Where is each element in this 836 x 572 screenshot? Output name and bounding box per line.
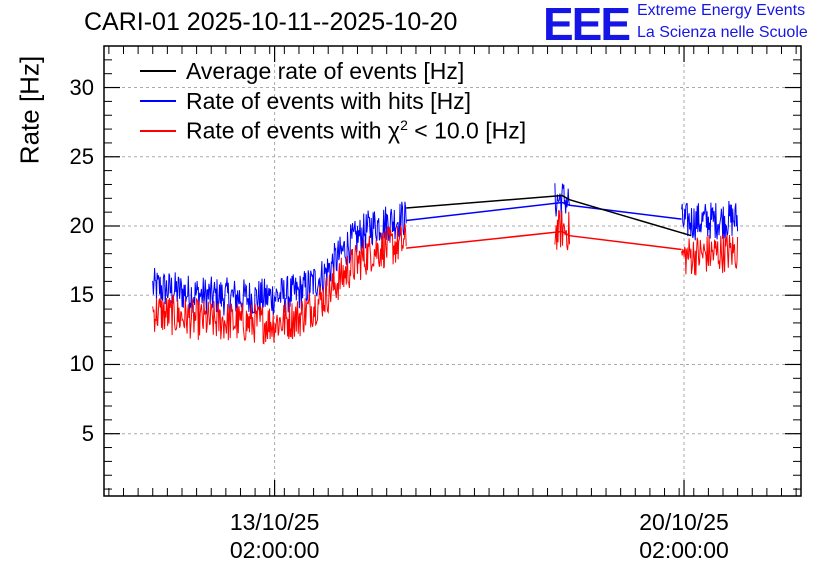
logo-line-2: La Scienza nelle Scuole: [637, 24, 808, 41]
series-0-segment-2: [681, 200, 739, 241]
series-1-segment-0: [152, 223, 407, 345]
legend-chi2-prefix: Rate of events with: [186, 117, 388, 144]
legend-swatch-hits: [140, 100, 176, 102]
x-tick-label: 13/10/25 02:00:00: [230, 508, 320, 564]
legend-entry-chi2: Rate of events with χ2 < 10.0 [Hz]: [140, 116, 526, 146]
legend-chi2-suffix: < 10.0 [Hz]: [407, 117, 527, 144]
series-1-segment-2: [681, 234, 739, 276]
legend-label-chi2: Rate of events with χ2 < 10.0 [Hz]: [186, 117, 526, 145]
x-tick-date: 13/10/25: [229, 509, 320, 535]
legend-label-average: Average rate of events [Hz]: [186, 57, 465, 84]
x-tick-time: 02:00:00: [639, 537, 729, 563]
y-tick-label: 25: [69, 143, 94, 169]
legend-swatch-average: [140, 70, 176, 72]
legend-chi2-symbol: χ: [388, 117, 401, 144]
series-layer: [152, 183, 739, 345]
x-tick-time: 02:00:00: [229, 537, 320, 563]
legend: Average rate of events [Hz] Rate of even…: [140, 56, 526, 146]
axis-ticks: [104, 45, 801, 496]
x-tick-date: 20/10/25: [639, 509, 729, 535]
series-0-segment-0: [152, 201, 407, 318]
eee-logo: EEE: [543, 0, 631, 50]
legend-entry-hits: Rate of events with hits [Hz]: [140, 86, 526, 116]
y-tick-label: 5: [81, 420, 94, 446]
y-axis-label: Rate [Hz]: [14, 55, 45, 165]
legend-chi2-sup: 2: [400, 117, 408, 134]
logo-line-1: Extreme Energy Events: [637, 2, 806, 19]
legend-swatch-chi2: [140, 130, 176, 132]
legend-label-hits: Rate of events with hits [Hz]: [186, 87, 472, 114]
series-connector-1: [406, 230, 682, 251]
y-tick-label: 30: [69, 74, 94, 100]
y-tick-label: 15: [69, 282, 94, 308]
y-tick-label: 10: [69, 351, 94, 377]
grid-lines: [104, 46, 801, 496]
x-tick-label: 20/10/25 02:00:00: [639, 508, 729, 564]
series-average-line: [406, 194, 692, 237]
chart-title: CARI-01 2025-10-11--2025-10-20: [84, 8, 458, 36]
legend-entry-average: Average rate of events [Hz]: [140, 56, 526, 86]
y-tick-label: 20: [69, 213, 94, 238]
plot-frame: [103, 45, 802, 497]
series-1-segment-1: [554, 209, 570, 251]
